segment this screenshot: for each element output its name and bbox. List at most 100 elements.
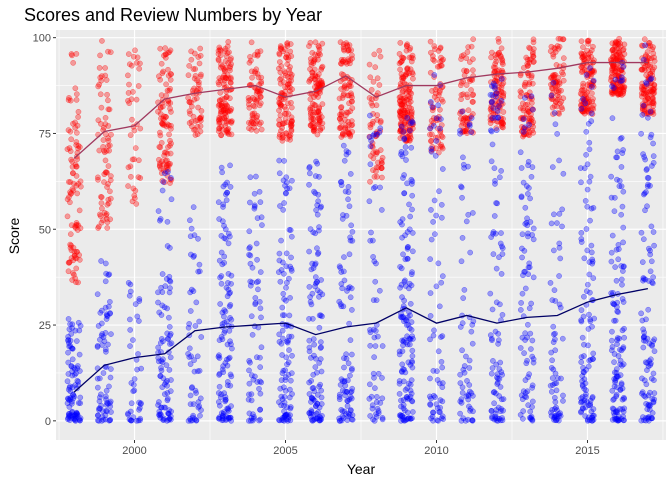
data-point (222, 110, 228, 117)
data-point (396, 94, 403, 101)
data-point (128, 400, 135, 407)
data-point (313, 109, 320, 116)
data-point (584, 186, 591, 193)
data-point (155, 299, 161, 306)
data-point (313, 279, 320, 285)
data-point (312, 72, 319, 79)
data-point (167, 180, 173, 186)
data-point (73, 163, 79, 170)
data-point (310, 396, 317, 403)
data-point (216, 125, 223, 132)
data-point (226, 290, 233, 297)
data-point (168, 122, 174, 129)
data-point (495, 340, 501, 347)
data-point (225, 322, 232, 329)
data-point (396, 98, 403, 104)
data-point (224, 189, 230, 196)
data-point (217, 301, 223, 307)
data-point (107, 298, 113, 305)
data-point (397, 121, 404, 128)
data-point (75, 222, 82, 229)
data-point (105, 272, 112, 278)
data-point (530, 39, 537, 46)
data-point (460, 154, 466, 161)
data-point (345, 47, 352, 53)
data-point (223, 284, 230, 291)
data-point (650, 153, 657, 159)
data-point (458, 258, 465, 265)
data-point (310, 60, 317, 66)
data-point (309, 69, 316, 76)
data-point (405, 115, 411, 122)
data-point (70, 270, 76, 276)
data-point (367, 237, 374, 244)
data-point (311, 58, 317, 65)
data-point (247, 359, 253, 366)
data-point (643, 167, 650, 173)
data-point (319, 313, 325, 320)
data-point (649, 341, 655, 348)
data-point (583, 226, 590, 232)
data-point (343, 85, 350, 92)
data-point (284, 119, 291, 126)
data-point (102, 72, 109, 79)
data-point (408, 111, 415, 118)
data-point (435, 92, 442, 99)
data-point (611, 301, 618, 308)
data-point (349, 228, 356, 235)
data-point (528, 93, 535, 100)
data-point (106, 106, 113, 113)
data-point (373, 131, 380, 137)
data-point (374, 117, 380, 123)
data-point (520, 105, 526, 112)
data-point (167, 137, 173, 144)
data-point (161, 116, 167, 123)
data-point (407, 135, 414, 141)
data-point (247, 199, 253, 206)
data-point (276, 96, 283, 102)
data-point (276, 107, 282, 114)
data-point (366, 381, 373, 388)
data-point (71, 252, 78, 259)
data-point (224, 128, 231, 135)
data-point (160, 115, 167, 122)
data-point (98, 194, 104, 200)
data-point (437, 44, 444, 51)
data-point (373, 164, 380, 171)
data-point (67, 199, 73, 206)
data-point (435, 139, 442, 145)
data-point (166, 122, 172, 129)
data-point (223, 129, 230, 136)
data-point (311, 75, 318, 82)
data-point (378, 165, 385, 171)
data-point (73, 279, 79, 286)
data-point (370, 78, 377, 85)
data-point (219, 115, 226, 122)
data-point (494, 381, 501, 387)
data-point (287, 48, 294, 55)
data-point (642, 338, 649, 344)
data-point (648, 258, 655, 265)
data-point (64, 196, 71, 203)
data-point (437, 106, 443, 113)
data-point (651, 58, 658, 64)
data-point (160, 68, 166, 75)
data-point (284, 404, 291, 411)
data-point (130, 89, 136, 95)
data-point (105, 163, 112, 169)
data-point (133, 201, 140, 207)
data-point (555, 35, 562, 42)
data-point (187, 308, 194, 314)
data-point (74, 190, 81, 197)
data-point (644, 406, 651, 413)
data-point (218, 410, 225, 416)
data-point (377, 53, 384, 60)
data-point (407, 128, 414, 135)
data-point (167, 47, 174, 54)
data-point (160, 375, 167, 382)
data-point (427, 393, 433, 400)
data-point (429, 143, 436, 150)
data-point (286, 132, 292, 139)
data-point (287, 41, 294, 47)
data-point (162, 158, 169, 164)
